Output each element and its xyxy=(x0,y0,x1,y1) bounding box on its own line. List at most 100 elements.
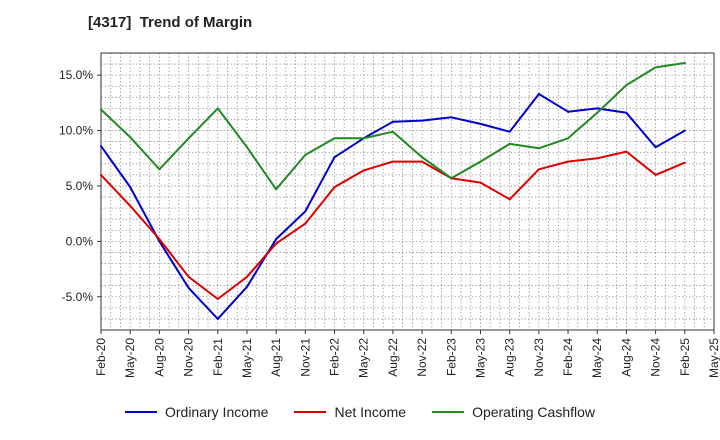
y-tick-label: 10.0% xyxy=(59,124,93,138)
x-tick-label: Aug-24 xyxy=(619,338,633,377)
data-point xyxy=(391,130,394,133)
data-point xyxy=(625,111,628,114)
data-point xyxy=(216,297,219,300)
y-tick-label: -5.0% xyxy=(62,290,94,304)
data-point xyxy=(508,198,511,201)
legend-item-ordinary-income: Ordinary Income xyxy=(124,404,269,420)
data-point xyxy=(391,160,394,163)
x-tick-label: Nov-21 xyxy=(298,338,312,377)
legend-swatch-net-income xyxy=(294,411,327,413)
data-point xyxy=(158,238,161,241)
data-point xyxy=(479,181,482,184)
x-tick-label: Feb-24 xyxy=(561,338,575,376)
x-tick-label: Feb-25 xyxy=(678,338,692,376)
data-point xyxy=(129,186,132,189)
data-point xyxy=(596,111,599,114)
data-point xyxy=(421,156,424,159)
data-point xyxy=(362,169,365,172)
data-point xyxy=(479,122,482,125)
data-point xyxy=(421,160,424,163)
legend-item-operating-cashflow: Operating Cashflow xyxy=(432,404,595,420)
x-tick-label: Aug-22 xyxy=(386,338,400,377)
data-point xyxy=(275,238,278,241)
data-point xyxy=(537,147,540,150)
legend-swatch-operating-cashflow xyxy=(432,411,465,413)
data-point xyxy=(479,160,482,163)
data-point xyxy=(625,84,628,87)
data-point xyxy=(333,156,336,159)
data-point xyxy=(683,61,686,64)
chart-legend: Ordinary Income Net Income Operating Cas… xyxy=(0,404,720,420)
data-point xyxy=(129,136,132,139)
data-point xyxy=(508,130,511,133)
data-point xyxy=(333,186,336,189)
data-point xyxy=(508,142,511,145)
data-point xyxy=(245,275,248,278)
legend-label-ordinary-income: Ordinary Income xyxy=(164,404,269,420)
x-tick-label: Nov-23 xyxy=(532,338,546,377)
line-chart: -5.0% 0.0% 5.0% 10.0% 15.0% Feb-20 May-20 Aug-2… xyxy=(59,52,720,378)
data-point xyxy=(100,173,102,176)
data-point xyxy=(304,210,307,213)
x-tick-label: May-24 xyxy=(590,338,604,378)
chart-title: [4317] Trend of Margin xyxy=(88,14,253,31)
data-point xyxy=(596,157,599,160)
data-point xyxy=(654,173,657,176)
data-point xyxy=(567,160,570,163)
x-tick-label: Aug-23 xyxy=(503,338,517,377)
data-point xyxy=(216,317,219,320)
legend-item-net-income: Net Income xyxy=(294,404,406,420)
legend-label-net-income: Net Income xyxy=(334,404,407,420)
data-point xyxy=(216,107,219,110)
x-tick-label: May-23 xyxy=(473,338,487,378)
data-point xyxy=(683,161,686,164)
x-tick-label: May-20 xyxy=(123,338,137,378)
data-point xyxy=(100,145,102,148)
x-tick-label: Nov-24 xyxy=(649,338,663,377)
x-tick-label: Nov-22 xyxy=(415,338,429,377)
legend-swatch-ordinary-income xyxy=(124,411,157,413)
data-point xyxy=(304,222,307,225)
data-point xyxy=(187,137,190,140)
x-tick-label: May-25 xyxy=(707,338,720,378)
x-tick-label: Feb-20 xyxy=(94,338,108,376)
data-point xyxy=(654,146,657,149)
data-point xyxy=(537,92,540,95)
x-tick-label: Nov-20 xyxy=(182,338,196,377)
data-point xyxy=(596,107,599,110)
data-point xyxy=(275,188,278,191)
data-point xyxy=(683,129,686,132)
y-tick-label: 15.0% xyxy=(59,68,93,82)
data-point xyxy=(450,116,453,119)
data-point xyxy=(158,168,161,171)
data-point xyxy=(129,204,132,207)
data-point xyxy=(245,285,248,288)
x-tick-label: May-22 xyxy=(357,338,371,378)
y-tick-label: 0.0% xyxy=(66,234,94,248)
data-point xyxy=(450,177,453,180)
data-point xyxy=(275,242,278,245)
x-tick-label: Feb-21 xyxy=(211,338,225,376)
plot-frame xyxy=(100,52,715,331)
data-point xyxy=(100,108,102,111)
x-tick-label: Aug-21 xyxy=(269,338,283,377)
data-point xyxy=(421,119,424,122)
data-point xyxy=(362,137,365,140)
data-point xyxy=(304,153,307,156)
data-point xyxy=(625,150,628,153)
data-point xyxy=(245,146,248,149)
y-tick-label: 5.0% xyxy=(66,179,94,193)
data-point xyxy=(333,137,336,140)
data-point xyxy=(391,120,394,123)
x-tick-label: Feb-22 xyxy=(328,338,342,376)
data-point xyxy=(567,137,570,140)
data-point xyxy=(187,275,190,278)
x-tick-label: Aug-20 xyxy=(152,338,166,377)
legend-label-operating-cashflow: Operating Cashflow xyxy=(472,404,596,420)
data-point xyxy=(187,286,190,289)
x-tick-label: May-21 xyxy=(240,338,254,378)
data-point xyxy=(654,66,657,69)
data-point xyxy=(567,110,570,113)
x-tick-label: Feb-23 xyxy=(444,338,458,376)
data-point xyxy=(537,168,540,171)
